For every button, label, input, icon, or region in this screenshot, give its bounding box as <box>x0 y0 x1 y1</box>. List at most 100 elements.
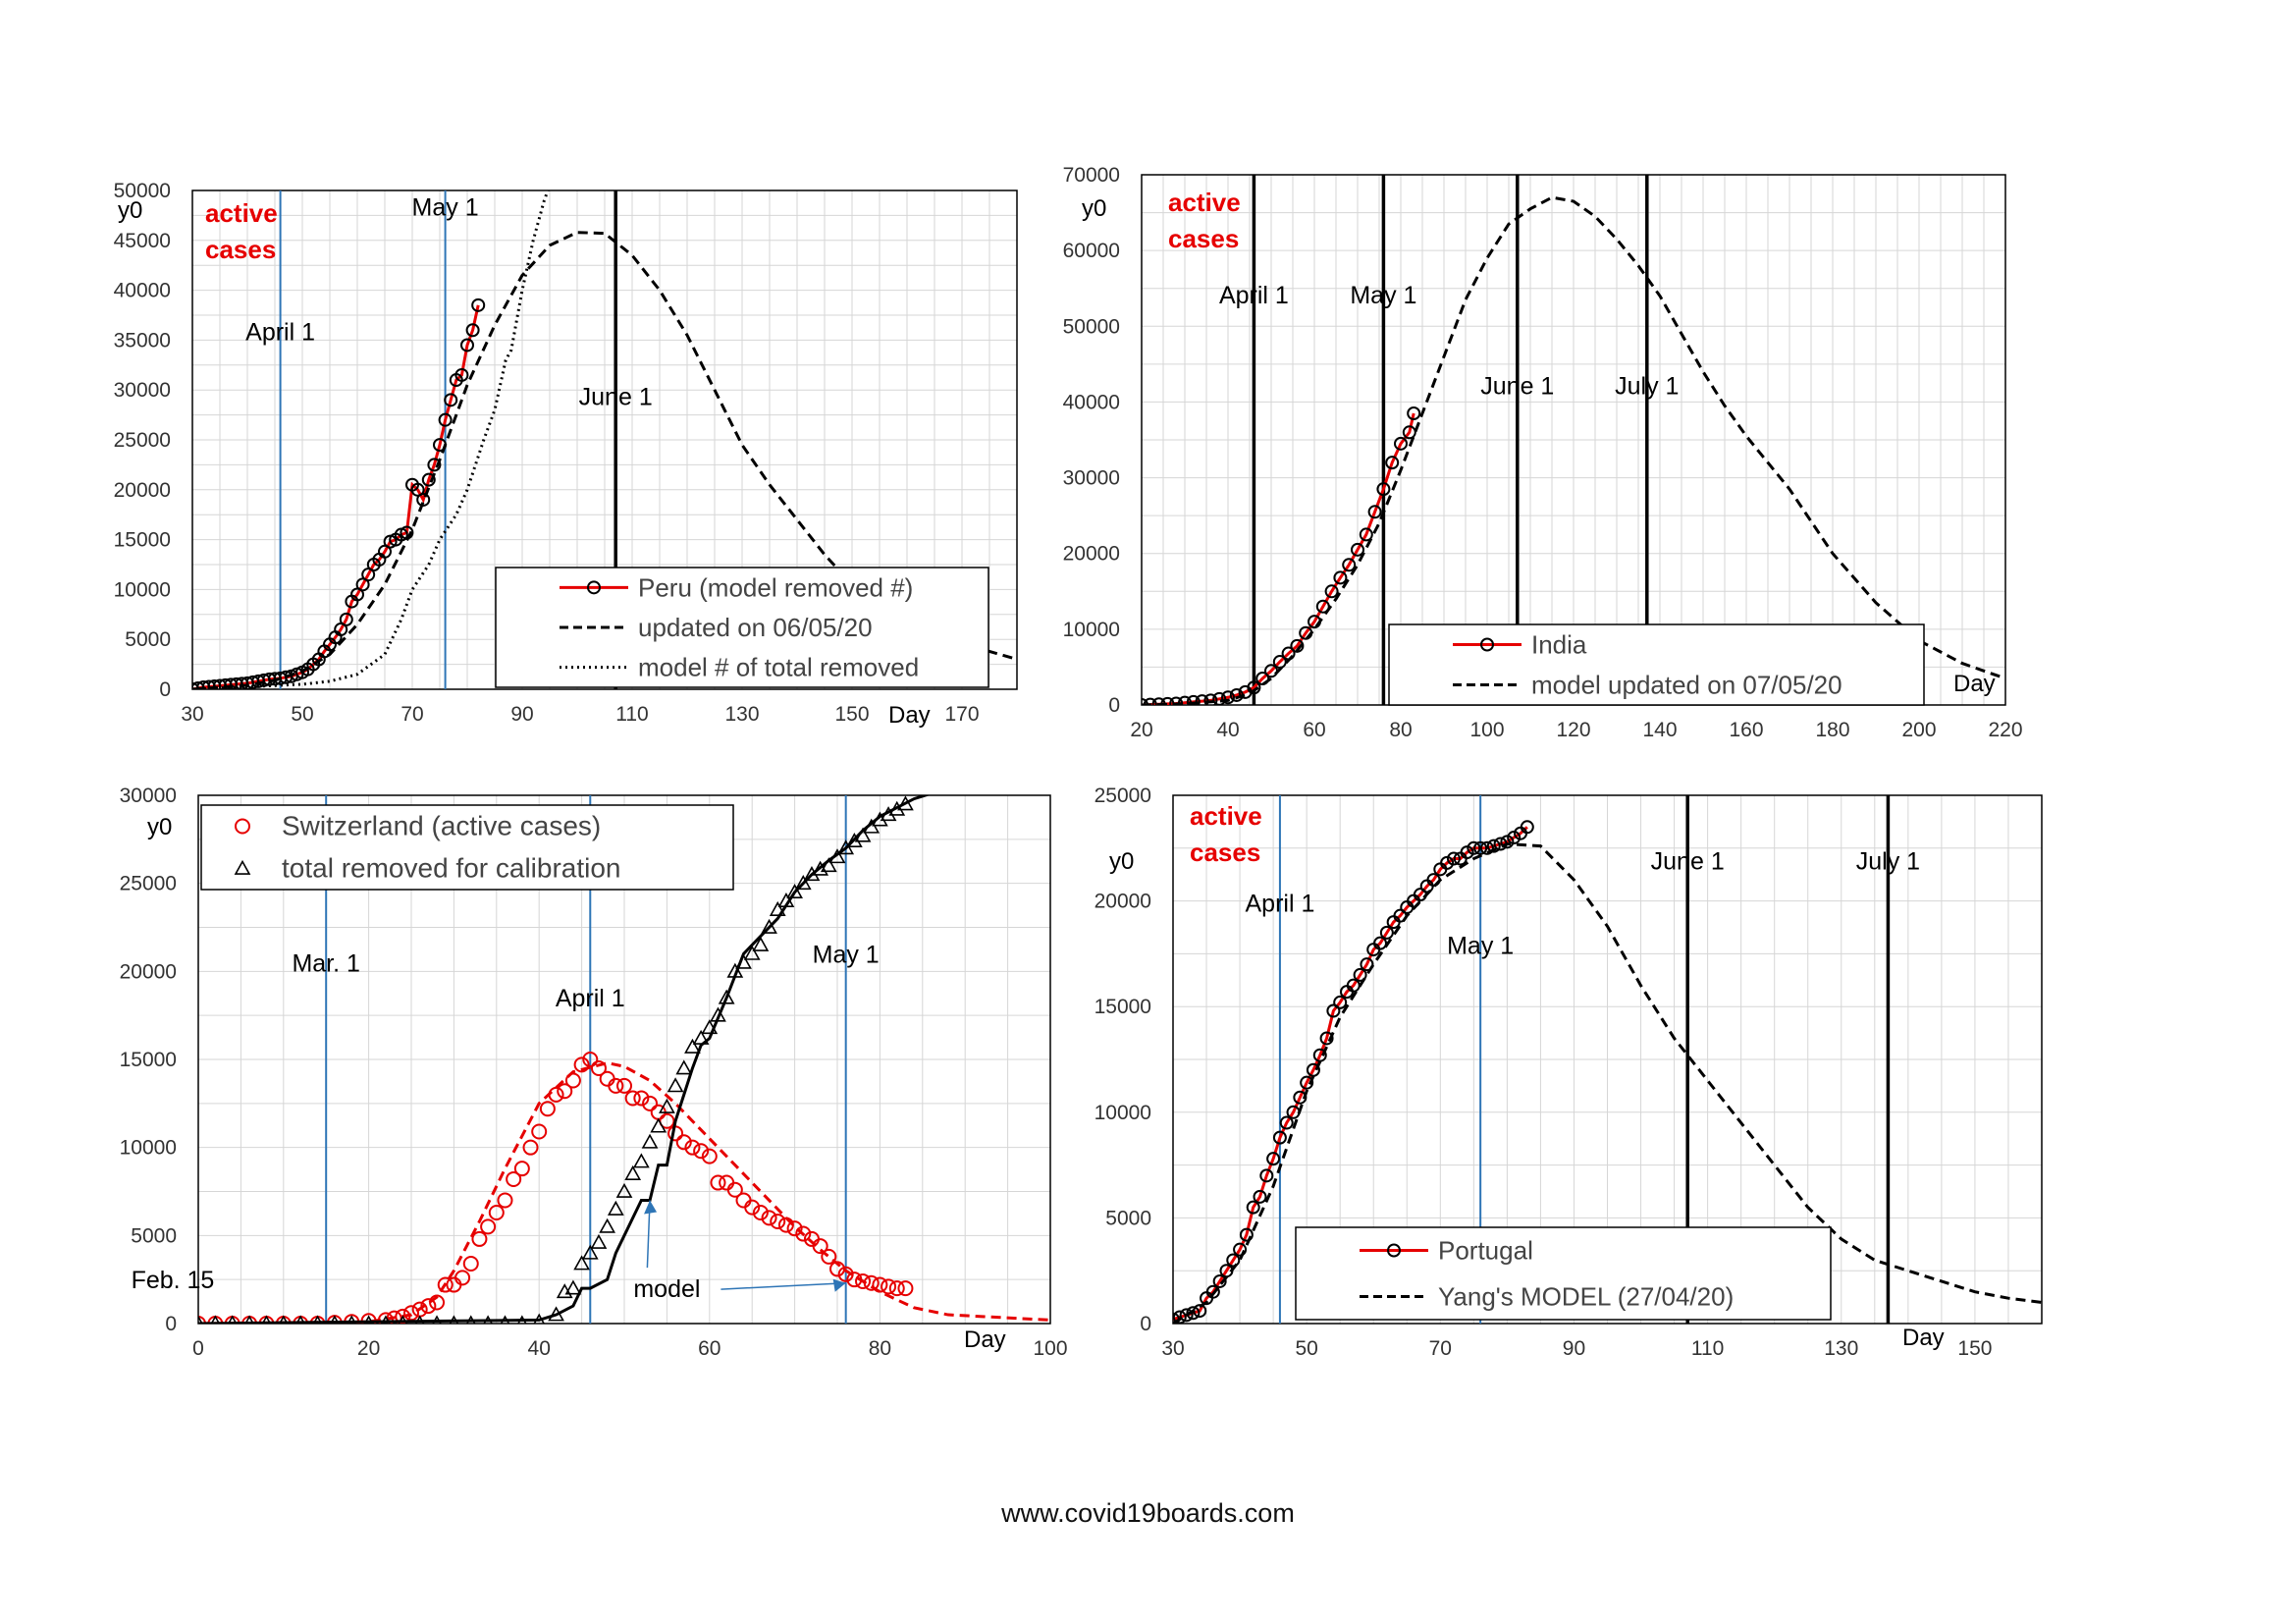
y-tick-label: 20000 <box>120 960 177 983</box>
data-point <box>1272 1130 1287 1145</box>
y-tick-label: 0 <box>159 678 171 701</box>
legend-label: Peru (model removed #) <box>638 572 913 602</box>
legend-marker <box>587 580 601 595</box>
data-point <box>421 472 436 487</box>
data-point <box>769 900 786 916</box>
x-axis-label: Day <box>888 702 931 729</box>
data-point <box>454 1270 471 1286</box>
data-point <box>1446 851 1461 866</box>
data-point <box>582 1052 599 1067</box>
x-tick-label: 60 <box>698 1337 721 1360</box>
legend-marker <box>1480 637 1494 652</box>
series-line <box>1142 195 2005 705</box>
data-point <box>1479 840 1494 855</box>
data-point <box>846 832 863 848</box>
x-tick-label: 200 <box>1901 719 1936 741</box>
data-point <box>506 1170 522 1187</box>
data-point <box>557 1083 573 1100</box>
data-point <box>1205 1284 1220 1299</box>
data-point <box>633 1090 650 1107</box>
legend-label: Yang's MODEL (27/04/20) <box>1438 1282 1734 1312</box>
footer-url: www.covid19boards.com <box>1001 1498 1295 1528</box>
data-point <box>743 945 761 960</box>
x-tick-label: 40 <box>528 1337 551 1360</box>
x-tick-label: 40 <box>1216 719 1239 741</box>
data-point <box>1266 1152 1281 1166</box>
x-tick-label: 60 <box>1303 719 1325 741</box>
date-label: June 1 <box>1651 847 1725 875</box>
data-point <box>414 1315 425 1324</box>
data-point <box>881 1278 897 1295</box>
data-point <box>616 1077 632 1094</box>
y-tick-label: 50000 <box>1063 315 1120 338</box>
x-tick-label: 110 <box>615 703 648 726</box>
date-label: July 1 <box>1615 373 1679 401</box>
date-label: Mar. 1 <box>292 949 359 977</box>
x-tick-label: 80 <box>1389 719 1412 741</box>
chart-switzerland: 0 5000 10000 15000 20000 25000 30000 0 20 40 60 80 1… <box>120 785 1068 1360</box>
x-tick-label: 30 <box>181 703 203 726</box>
data-point <box>1212 691 1227 705</box>
plot-area <box>192 190 1017 689</box>
data-point <box>812 1238 828 1255</box>
data-point <box>599 1070 615 1087</box>
data-point <box>897 1280 914 1297</box>
data-point <box>548 1086 564 1103</box>
plot-area <box>1173 820 2042 1324</box>
x-axis-label: Day <box>1902 1325 1945 1351</box>
data-point <box>719 1174 735 1191</box>
data-point <box>590 1233 608 1249</box>
x-tick-label: 120 <box>1556 719 1590 741</box>
data-point <box>339 612 353 626</box>
data-point <box>1239 1227 1254 1242</box>
corner-label: cases <box>1190 838 1260 867</box>
legend: Switzerland (active cases) total removed … <box>200 804 734 891</box>
annotation: model <box>633 1275 700 1303</box>
data-point <box>444 393 458 407</box>
y-tick-label: 50000 <box>114 180 171 202</box>
y-tick-label: 25000 <box>1095 785 1151 807</box>
x-tick-label: 100 <box>1469 719 1504 741</box>
x-tick-label: 20 <box>357 1337 380 1360</box>
x-tick-label: 70 <box>400 703 423 726</box>
data-point <box>437 1276 454 1293</box>
legend-label: Switzerland (active cases) <box>282 811 601 841</box>
data-point <box>1212 1273 1227 1288</box>
data-point <box>1342 558 1357 572</box>
y-tick-label: 5000 <box>131 1224 177 1247</box>
data-point <box>573 1056 590 1073</box>
plot-frame <box>1172 794 2043 1325</box>
x-tick-label: 180 <box>1815 719 1849 741</box>
data-point <box>675 1134 692 1151</box>
x-tick-label: 70 <box>1429 1337 1452 1360</box>
date-label: June 1 <box>579 383 653 410</box>
y-tick-label: 5000 <box>125 628 171 651</box>
data-point <box>1360 957 1374 972</box>
legend-label: Portugal <box>1438 1236 1533 1266</box>
data-point <box>667 1077 684 1093</box>
data-point <box>1385 456 1400 470</box>
corner-label: cases <box>1168 224 1239 253</box>
legend-label: updated on 06/05/20 <box>638 613 873 642</box>
y-tick-label: 70000 <box>1063 164 1120 187</box>
data-point <box>1186 694 1201 705</box>
data-point <box>855 1272 872 1289</box>
legend: Portugal Yang's MODEL (27/04/20) <box>1295 1226 1832 1321</box>
y-axis-label: y0 <box>147 814 172 840</box>
x-tick-label: 90 <box>510 703 533 726</box>
data-point <box>1333 995 1348 1009</box>
y-tick-label: 35000 <box>114 329 171 352</box>
data-point <box>1226 1253 1241 1268</box>
data-point <box>462 1256 479 1272</box>
y-tick-label: 40000 <box>114 280 171 302</box>
data-point <box>480 1218 497 1235</box>
x-tick-label: 160 <box>1729 719 1763 741</box>
data-point <box>693 1143 710 1160</box>
annotation-arrow <box>721 1282 846 1290</box>
data-point <box>1500 835 1515 849</box>
data-point <box>1507 831 1522 845</box>
data-point <box>1351 542 1364 557</box>
date-label: April 1 <box>1219 282 1289 309</box>
x-tick-label: 50 <box>291 703 313 726</box>
